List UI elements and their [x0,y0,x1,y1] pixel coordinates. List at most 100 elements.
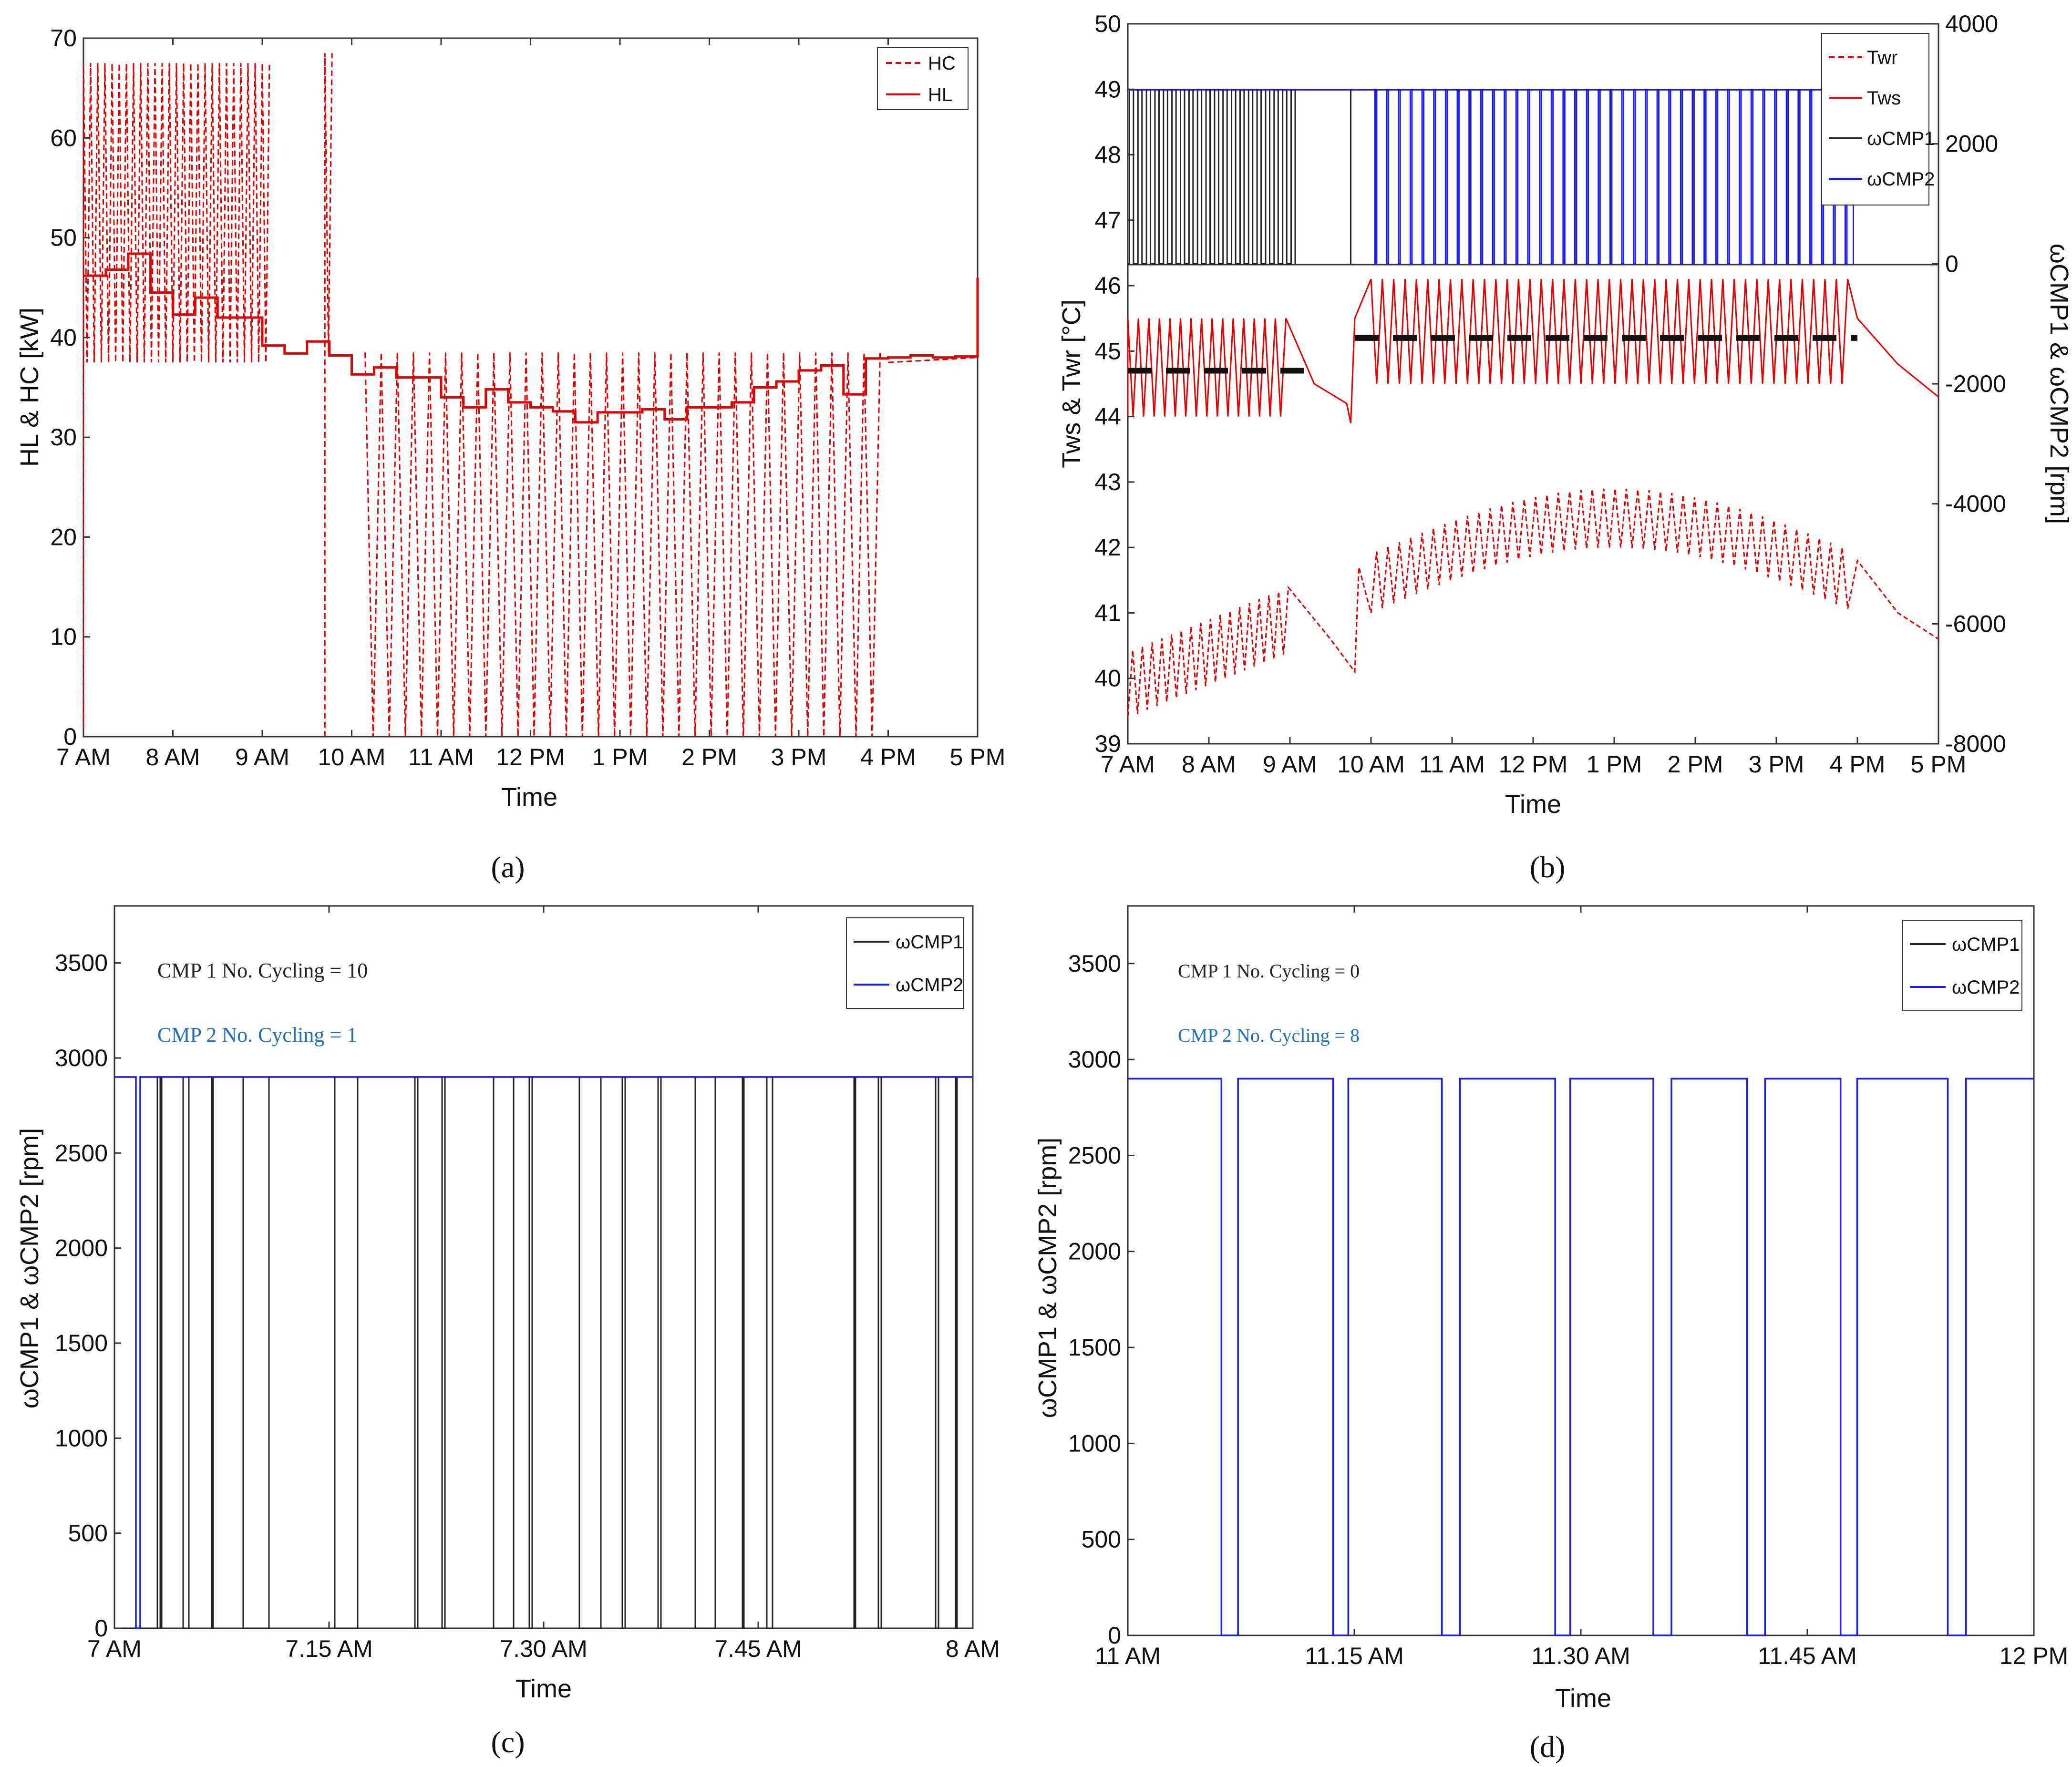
y-tick-label: 39 [1094,730,1121,757]
x-tick-label: 11.30 AM [1531,1643,1630,1669]
y-right-tick-label: -6000 [1945,610,2006,637]
y-right-tick-label: 2000 [1945,131,1998,157]
y-tick-label: 1000 [1068,1430,1121,1457]
legend-label-c-wcmp1: ωCMP1 [896,932,963,953]
x-tick-label: 5 PM [950,744,1006,770]
y-tick-label: 3000 [55,1045,108,1071]
x-axis-label-d: Time [1555,1684,1611,1713]
x-tick-label: 2 PM [681,744,737,770]
y-tick-label: 1500 [1068,1334,1121,1361]
y-tick-label: 30 [50,424,77,451]
x-tick-label: 12 PM [2000,1643,2069,1669]
y-tick-label: 500 [68,1520,108,1547]
x-tick-label: 7 AM [87,1635,142,1662]
y-tick-label: 70 [50,25,77,51]
y-tick-label: 1000 [55,1425,108,1451]
y-tick-label: 0 [94,1615,108,1642]
panel-b: 7 AM 8 AM 9 AM 10 AM 11 AM 12 PM 1 PM 2 PM 3 PM 4… [1057,10,2072,884]
annotation-c-cmp1: CMP 1 No. Cycling = 10 [157,959,368,982]
legend-a: HC HL [877,47,969,110]
y-tick-label: 46 [1094,272,1121,299]
x-tick-label: 4 PM [860,744,916,770]
x-tick-label: 5 PM [1911,751,1967,778]
panel-c: 7 AM 7.15 AM 7.30 AM 7.45 AM 8 AM 0 500 1000 150… [15,905,1000,1759]
x-tick-label: 4 PM [1830,751,1886,778]
y-axis-label-d: ωCMP1 & ωCMP2 [rpm] [1033,1138,1062,1418]
x-tick-label: 7.15 AM [285,1635,372,1662]
y-axis-label-c: ωCMP1 & ωCMP2 [rpm] [15,1128,44,1408]
x-tick-label: 7 AM [56,744,111,770]
y-right-tick-label: -2000 [1945,370,2006,397]
y-right-tick-label: 4000 [1945,10,1998,37]
x-tick-label: 11.45 AM [1758,1643,1857,1669]
legend-label-d-wcmp2: ωCMP2 [1952,977,2020,998]
y-tick-label: 2500 [55,1140,108,1166]
x-axis-label-b: Time [1505,790,1561,819]
y-right-tick-label: 0 [1945,250,1959,277]
y-tick-label: 3000 [1068,1046,1121,1073]
panel-d: 11 AM 11.15 AM 11.30 AM 11.45 AM 12 PM 0 500 10… [1033,905,2069,1764]
annotation-c-cmp2: CMP 2 No. Cycling = 1 [157,1023,357,1047]
x-tick-label: 8 AM [946,1635,1000,1662]
series-hc-line [82,53,978,737]
y-tick-label: 2000 [1068,1238,1121,1265]
x-tick-label: 10 AM [318,744,386,770]
caption-a: (a) [491,850,525,884]
y-tick-label: 45 [1094,338,1121,364]
x-tick-label: 10 AM [1337,751,1405,778]
plot-area-b-top [1127,23,1939,266]
legend-label-tws: Tws [1867,88,1901,109]
y-tick-label: 10 [50,624,77,650]
y-tick-label: 1500 [55,1330,108,1356]
y-tick-label: 20 [50,524,77,550]
x-tick-label: 7 AM [1101,751,1155,778]
legend-label-twr: Twr [1867,47,1897,68]
x-tick-label: 3 PM [771,744,827,770]
y-right-tick-label: -4000 [1945,491,2006,517]
legend-b: Twr Tws ωCMP1 ωCMP2 [1821,33,1935,205]
y-axis-label-a: HL & HC [kW] [15,308,44,467]
x-axis-label-a: Time [501,783,557,812]
y-tick-label: 50 [1094,10,1121,37]
y-axis-label-b: Tws & Twr [°C] [1057,299,1086,468]
annotation-d-cmp2: CMP 2 No. Cycling = 8 [1178,1025,1360,1046]
x-tick-label: 11 AM [1095,1643,1161,1669]
y-tick-label: 43 [1094,469,1121,495]
series-wcmp2-line [114,1076,973,1629]
y-tick-label: 3500 [1068,950,1121,977]
legend-label-wcmp2: ωCMP2 [1867,169,1935,190]
y-tick-label: 60 [50,124,77,151]
x-axis-label-c: Time [515,1675,572,1703]
x-tick-label: 12 PM [1499,751,1568,778]
x-tick-label: 1 PM [1587,751,1642,778]
plot-area-c [113,905,974,1629]
legend-label-c-wcmp2: ωCMP2 [896,975,963,996]
annotation-d-cmp1: CMP 1 No. Cycling = 0 [1178,960,1360,982]
legend-c: ωCMP1 ωCMP2 [846,917,964,1009]
y-tick-label: 49 [1094,76,1121,103]
x-tick-label: 9 AM [1263,751,1317,778]
x-tick-label: 8 AM [1182,751,1236,778]
legend-d: ωCMP1 ωCMP2 [1902,920,2022,1011]
y-tick-label: 500 [1082,1526,1121,1553]
y-tick-label: 50 [50,225,77,251]
y-right-tick-label: -8000 [1945,730,2006,757]
y-tick-label: 40 [50,324,77,351]
y-tick-label: 48 [1094,142,1121,168]
plot-area-d [1127,905,2035,1636]
caption-d: (d) [1530,1730,1566,1764]
y-tick-label: 44 [1094,403,1121,430]
x-tick-label: 8 AM [146,744,200,770]
y-tick-label: 2000 [55,1235,108,1262]
series-wcmp2-line [1128,1078,2034,1636]
x-tick-label: 3 PM [1749,751,1804,778]
y-tick-label: 0 [1108,1622,1121,1649]
y-tick-label: 3500 [55,950,108,976]
series-wcmp1-line [114,1076,973,1629]
legend-label-wcmp1: ωCMP1 [1867,128,1935,149]
legend-label-hc: HC [928,53,956,74]
y-tick-label: 41 [1094,599,1121,626]
y-tick-label: 2500 [1068,1142,1121,1169]
y-tick-label: 0 [63,723,77,750]
